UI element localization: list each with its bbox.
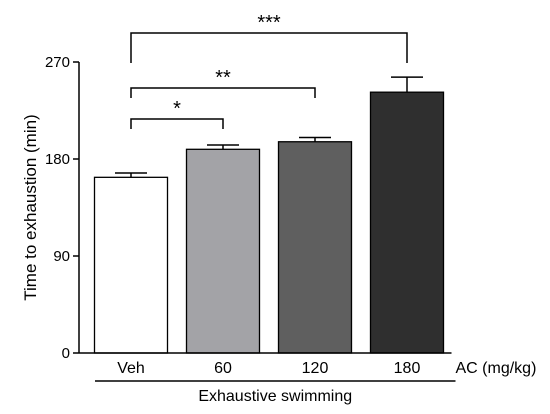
- y-tick-label: 0: [62, 345, 70, 362]
- error-bars-group: [115, 76, 423, 178]
- y-tick-label: 90: [53, 248, 70, 265]
- x-category-label: Veh: [117, 360, 145, 377]
- significance-group: ******: [130, 12, 408, 129]
- significance-label: *: [173, 98, 181, 120]
- x-labels-group: Veh 60 120 180: [117, 360, 420, 377]
- bar-120: [277, 141, 353, 354]
- x-category-label: 120: [302, 360, 329, 377]
- y-tick-label: 270: [45, 54, 70, 71]
- significance-bracket: [130, 87, 316, 98]
- bar-Veh: [93, 176, 169, 354]
- y-axis-title: Time to exhaustion (min): [21, 114, 40, 300]
- significance-bracket: [130, 32, 408, 63]
- y-tick-label: 180: [45, 151, 70, 168]
- x-category-label: 60: [214, 360, 232, 377]
- bars-group: [93, 91, 445, 354]
- unit-label: AC (mg/kg): [456, 360, 537, 377]
- significance-label: **: [215, 67, 231, 89]
- bar-180: [369, 91, 445, 354]
- significance-label: ***: [257, 12, 281, 34]
- significance-bracket: [130, 118, 224, 129]
- group-label: Exhaustive swimming: [198, 388, 352, 405]
- bar-60: [185, 148, 261, 354]
- y-ticks-group: 0 90 180 270: [45, 54, 79, 362]
- x-category-label: 180: [394, 360, 421, 377]
